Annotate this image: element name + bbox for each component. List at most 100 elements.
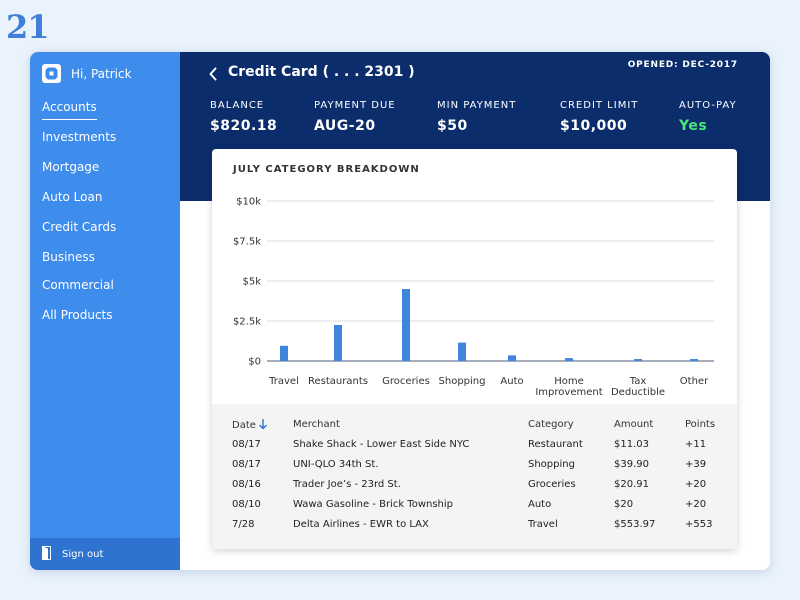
stat-label: PAYMENT DUE: [314, 100, 396, 111]
category-breakdown-card: JULY CATEGORY BREAKDOWN $0 $2.5k $5k $7.5k $…: [212, 149, 737, 549]
row-merchant: Shake Shack - Lower East Side NYC: [293, 439, 470, 450]
stat-label: CREDIT LIMIT: [560, 100, 639, 111]
sidebar-item-label: Credit Cards: [42, 220, 117, 234]
sidebar-item-investments[interactable]: Investments: [42, 126, 116, 156]
bank-logo-icon: [42, 64, 61, 83]
x-tick-label: Groceries: [382, 376, 430, 387]
sidebar-item-auto-loan[interactable]: Auto Loan: [42, 186, 116, 216]
row-amount: $39.90: [614, 459, 649, 470]
sidebar-item-credit-cards[interactable]: Credit Cards: [42, 216, 116, 246]
merchant-column-header[interactable]: Merchant: [293, 419, 340, 430]
arrow-down-icon: [259, 418, 267, 433]
greeting-text: Hi, Patrick: [71, 66, 132, 81]
stat-auto-pay: AUTO-PAY Yes: [679, 100, 737, 134]
bar: [634, 359, 642, 361]
bar: [565, 358, 573, 361]
sidebar-item-label: Accounts: [42, 96, 97, 120]
row-points: +20: [685, 499, 707, 510]
stat-min-payment: MIN PAYMENT $50: [437, 100, 516, 134]
sidebar-item-commercial[interactable]: Commercial: [42, 274, 116, 304]
opened-date: OPENED: DEC-2017: [627, 60, 738, 70]
stat-value: $50: [437, 118, 468, 134]
row-date: 08/10: [232, 499, 261, 510]
row-category: Travel: [528, 519, 558, 530]
sidebar-item-label: All Products: [42, 308, 113, 322]
page-number: 21: [6, 8, 50, 46]
category-bar-chart: $0 $2.5k $5k $7.5k $10k Travel Restaurants Groc…: [233, 197, 714, 398]
bar: [508, 355, 516, 361]
sidebar-item-mortgage[interactable]: Mortgage: [42, 156, 116, 186]
stat-value: $820.18: [210, 118, 278, 134]
x-tick-label: Deductible: [611, 387, 665, 398]
bar: [280, 345, 288, 361]
header-date-label: Date: [232, 420, 256, 431]
sidebar: Hi, Patrick Accounts Investments Mortgag…: [30, 52, 180, 570]
y-tick-label: $10k: [236, 197, 261, 208]
y-tick-label: $0: [248, 357, 261, 368]
row-category: Restaurant: [528, 439, 583, 450]
row-amount: $20: [614, 499, 634, 510]
greeting: Hi, Patrick: [42, 64, 132, 83]
page-title: Credit Card ( . . . 2301 ): [228, 64, 415, 80]
x-tick-label: Tax: [629, 376, 647, 387]
row-points: +20: [685, 479, 707, 490]
row-date: 08/16: [232, 479, 261, 490]
bar: [690, 359, 698, 361]
sidebar-nav: Accounts Investments Mortgage Auto Loan …: [42, 96, 116, 334]
x-tick-label: Home: [554, 376, 584, 387]
stat-value: $10,000: [560, 118, 628, 134]
x-tick-label: Improvement: [535, 387, 602, 398]
stat-label: BALANCE: [210, 100, 265, 111]
stat-credit-limit: CREDIT LIMIT $10,000: [560, 100, 638, 134]
y-tick-label: $7.5k: [233, 237, 261, 248]
bar: [334, 325, 342, 361]
x-tick-label: Shopping: [439, 376, 486, 387]
bar: [402, 289, 410, 361]
sidebar-item-label: Investments: [42, 130, 117, 144]
sidebar-item-label: Business: [42, 250, 95, 264]
sidebar-item-label: Mortgage: [42, 160, 100, 174]
x-tick-label: Travel: [268, 376, 299, 387]
points-column-header[interactable]: Points: [685, 419, 716, 430]
sidebar-item-label: Commercial: [42, 278, 114, 292]
row-points: +39: [685, 459, 707, 470]
y-tick-label: $5k: [242, 277, 261, 288]
row-amount: $553.97: [614, 519, 656, 530]
sidebar-item-accounts[interactable]: Accounts: [42, 96, 116, 126]
door-exit-icon: [42, 545, 52, 564]
bar: [458, 342, 466, 361]
stat-label: AUTO-PAY: [679, 100, 737, 111]
sign-out-button[interactable]: Sign out: [30, 538, 180, 570]
app-window: Hi, Patrick Accounts Investments Mortgag…: [30, 52, 770, 570]
stat-balance: BALANCE $820.18: [210, 100, 277, 134]
sign-out-label: Sign out: [62, 548, 104, 560]
stat-value: AUG-20: [314, 118, 376, 134]
sidebar-item-label: Auto Loan: [42, 190, 103, 204]
sidebar-item-all-products[interactable]: All Products: [42, 304, 116, 334]
y-tick-label: $2.5k: [233, 317, 261, 328]
x-tick-label: Restaurants: [308, 376, 368, 387]
row-category: Groceries: [528, 479, 576, 490]
transactions-table: Date Merchant Category Amount Points 08/…: [212, 404, 737, 549]
category-column-header[interactable]: Category: [528, 419, 574, 430]
row-points: +553: [685, 519, 713, 530]
row-merchant: Wawa Gasoline - Brick Township: [293, 499, 454, 510]
x-tick-label: Auto: [500, 376, 523, 387]
row-category: Shopping: [528, 459, 575, 470]
row-merchant: UNI-QLO 34th St.: [293, 459, 379, 470]
row-date: 08/17: [232, 459, 261, 470]
amount-column-header[interactable]: Amount: [614, 419, 654, 430]
stat-label: MIN PAYMENT: [437, 100, 517, 111]
sidebar-item-business[interactable]: Business: [42, 246, 116, 274]
stat-payment-due: PAYMENT DUE AUG-20: [314, 100, 396, 134]
chevron-left-icon[interactable]: [208, 66, 218, 85]
date-column-header[interactable]: Date: [232, 418, 267, 433]
row-amount: $11.03: [614, 439, 649, 450]
row-points: +11: [685, 439, 707, 450]
row-merchant: Trader Joe’s - 23rd St.: [293, 479, 401, 490]
row-date: 7/28: [232, 519, 255, 530]
row-category: Auto: [528, 499, 552, 510]
breakdown-title: JULY CATEGORY BREAKDOWN: [233, 164, 420, 175]
x-tick-label: Other: [680, 376, 709, 387]
row-merchant: Delta Airlines - EWR to LAX: [293, 519, 429, 530]
